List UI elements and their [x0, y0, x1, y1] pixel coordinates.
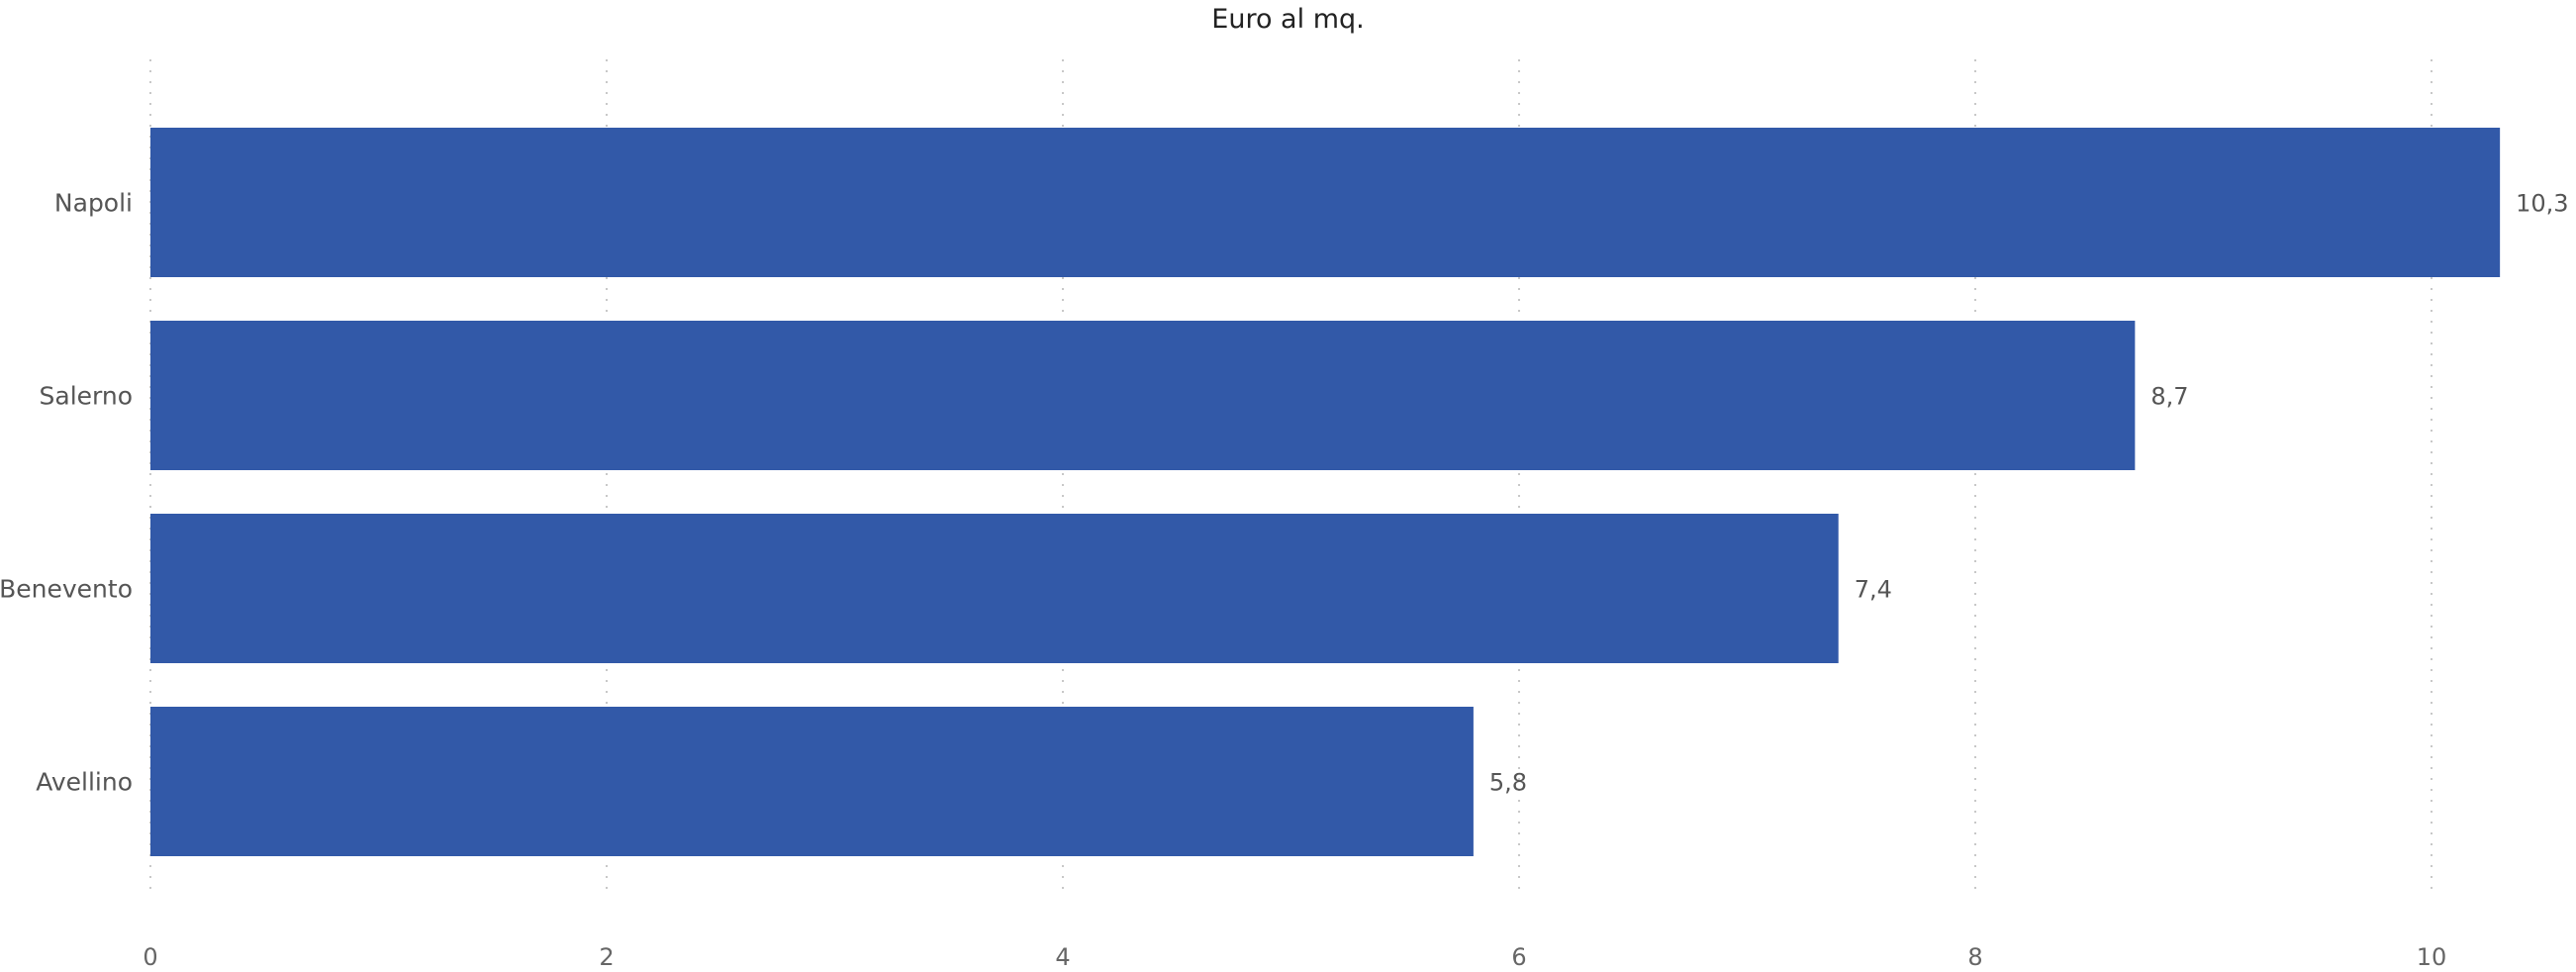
data-label: 7,4 — [1855, 576, 1892, 604]
data-label: 8,7 — [2150, 383, 2188, 411]
chart-title: Euro al mq. — [1211, 4, 1365, 35]
x-tick-label: 4 — [1055, 943, 1070, 971]
data-label: 10,3 — [2516, 190, 2568, 218]
gridlines — [149, 59, 2433, 891]
category-label: Benevento — [0, 575, 133, 604]
category-label: Napoli — [54, 189, 133, 218]
data-label: 5,8 — [1489, 769, 1527, 797]
labels: Napoli 10,3 Salerno 8,7 Benevento 7,4 Avellino… — [0, 189, 2569, 797]
bar-benevento — [150, 514, 1839, 663]
x-axis-ticks: 0 2 4 6 8 10 — [143, 943, 2446, 971]
bar-avellino — [150, 707, 1474, 856]
bars — [150, 128, 2501, 856]
x-tick-label: 2 — [599, 943, 614, 971]
category-label: Salerno — [40, 382, 134, 411]
x-tick-label: 10 — [2417, 943, 2447, 971]
bar-salerno — [150, 321, 2136, 470]
category-label: Avellino — [36, 768, 133, 797]
bar-napoli — [150, 128, 2501, 277]
x-tick-label: 6 — [1511, 943, 1526, 971]
x-tick-label: 0 — [143, 943, 157, 971]
x-tick-label: 8 — [1967, 943, 1982, 971]
